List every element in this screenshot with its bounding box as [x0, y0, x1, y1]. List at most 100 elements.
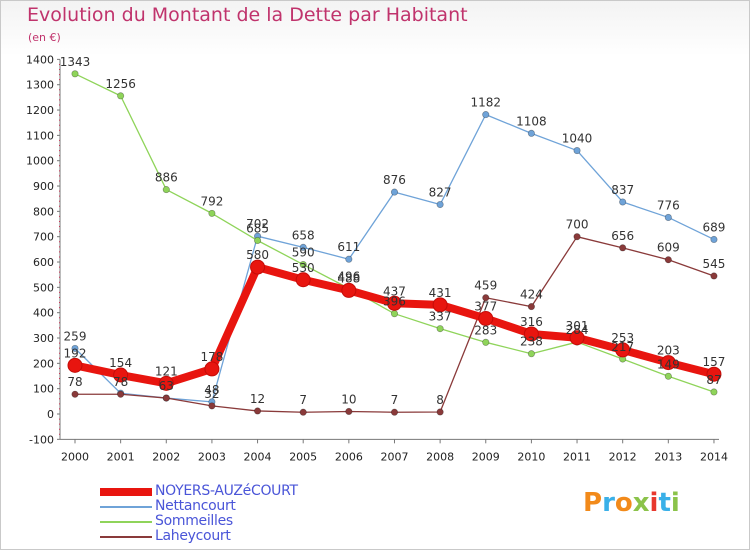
data-label: 8: [436, 393, 444, 407]
data-point: [71, 70, 79, 78]
x-tick-label: 2004: [244, 450, 272, 463]
data-label: 1343: [60, 55, 91, 69]
data-label: 611: [337, 240, 360, 254]
x-tick-label: 2010: [517, 450, 545, 463]
data-point: [208, 402, 216, 410]
data-point: [67, 357, 83, 373]
data-label: 396: [383, 295, 406, 309]
y-tick-label: 800: [33, 205, 54, 218]
legend-swatch: [100, 506, 152, 508]
logo-letter: o: [614, 488, 633, 518]
data-label: 63: [159, 379, 174, 393]
y-tick-label: 600: [33, 256, 54, 269]
data-label: 437: [383, 284, 406, 298]
y-tick-label: 1200: [26, 104, 54, 117]
x-tick-label: 2012: [609, 450, 637, 463]
data-label: 876: [383, 173, 406, 187]
legend-swatch: [100, 521, 152, 523]
data-label: 837: [611, 183, 634, 197]
chart-series: [67, 70, 722, 416]
data-label: 301: [566, 319, 589, 333]
data-label: 609: [657, 241, 680, 255]
data-point: [436, 408, 444, 416]
logo-letter: i: [649, 488, 659, 518]
data-point: [664, 372, 672, 380]
y-tick-label: 300: [33, 332, 54, 345]
data-point: [299, 408, 307, 416]
data-point: [299, 261, 307, 269]
data-point: [204, 361, 220, 377]
chart-data-labels: 259 48 702 658 611 876 827 1182 1108 1040 837 776 68…: [60, 55, 726, 407]
data-label: 685: [246, 221, 269, 235]
x-tick-label: 2001: [107, 450, 135, 463]
data-label: 337: [429, 310, 452, 324]
data-point: [295, 272, 311, 288]
data-label: 702: [246, 217, 269, 231]
x-tick-label: 2011: [563, 450, 591, 463]
x-tick-label: 2003: [198, 450, 226, 463]
data-label: 530: [292, 261, 315, 275]
data-label: 590: [292, 246, 315, 260]
data-label: 178: [200, 350, 223, 364]
data-point: [482, 338, 490, 346]
y-tick-label: 100: [33, 383, 54, 396]
data-label: 253: [611, 331, 634, 345]
data-point: [664, 256, 672, 264]
data-point: [345, 255, 353, 263]
data-point: [478, 311, 494, 327]
data-point: [71, 390, 79, 398]
y-tick-label: 500: [33, 281, 54, 294]
legend-label: NOYERS-AUZéCOURT: [155, 483, 298, 499]
data-point: [706, 366, 722, 382]
data-label: 32: [204, 387, 219, 401]
y-tick-label: 1300: [26, 79, 54, 92]
data-point: [664, 213, 672, 221]
data-label: 157: [703, 355, 726, 369]
data-label: 121: [155, 364, 178, 378]
data-label: 827: [429, 186, 452, 200]
data-point: [615, 342, 631, 358]
data-label: 78: [113, 375, 128, 389]
data-label: 776: [657, 198, 680, 212]
x-tick-label: 2005: [289, 450, 317, 463]
data-point: [569, 330, 585, 346]
data-point: [482, 294, 490, 302]
series-line: [74, 113, 715, 403]
data-point: [390, 188, 399, 196]
y-tick-label: 1100: [26, 129, 54, 142]
data-point: [390, 310, 399, 318]
data-label: 424: [520, 288, 543, 302]
chart-subtitle: (en €): [28, 31, 61, 44]
data-label: 1108: [516, 114, 547, 128]
data-point: [162, 186, 170, 194]
data-label: 7: [299, 393, 307, 407]
x-tick-label: 2006: [335, 450, 363, 463]
data-point: [573, 233, 581, 241]
chart-title: Evolution du Montant de la Dette par Hab…: [27, 4, 468, 26]
legend-label: Sommeilles: [155, 513, 233, 529]
data-point: [345, 407, 353, 416]
data-point: [254, 407, 262, 415]
data-label: 580: [246, 248, 269, 262]
data-label: 658: [292, 228, 315, 242]
data-point: [527, 303, 535, 311]
logo-letter: i: [670, 488, 680, 518]
data-label: 192: [64, 346, 87, 360]
data-point: [436, 325, 444, 333]
data-point: [710, 272, 718, 280]
proxiti-logo: Proxiti: [583, 488, 680, 518]
data-label: 78: [67, 375, 82, 389]
data-point: [523, 326, 539, 342]
chart-axes: -100 0 100 200 300 400 500 600 700 800 900 1000 1100…: [26, 53, 728, 463]
y-tick-label: 0: [47, 408, 54, 421]
data-point: [208, 209, 216, 217]
data-label: 488: [337, 271, 360, 285]
data-label: 217: [611, 340, 634, 354]
data-point: [660, 355, 676, 371]
data-label: 154: [109, 356, 132, 370]
data-label: 203: [657, 344, 680, 358]
data-label: 545: [703, 257, 726, 271]
data-label: 1040: [562, 132, 593, 146]
data-point: [573, 147, 581, 155]
